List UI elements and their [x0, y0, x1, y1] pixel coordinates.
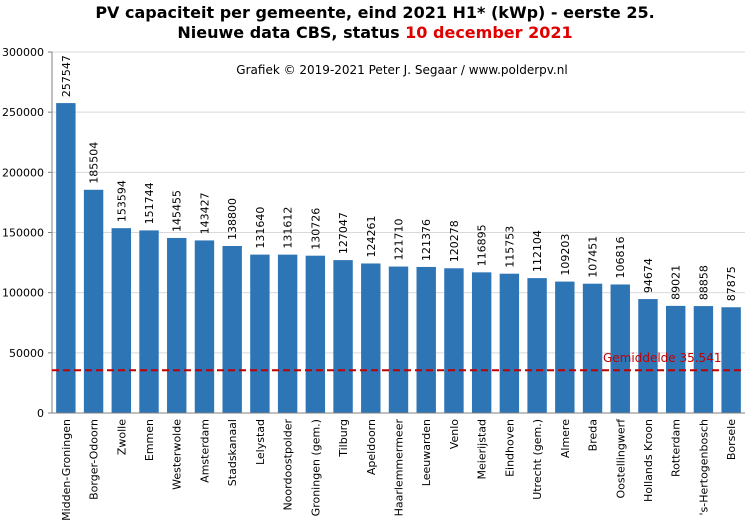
category-label: Emmen: [143, 419, 156, 461]
category-label: Westerwolde: [171, 419, 184, 490]
y-tick-label: 100000: [2, 287, 44, 300]
chart-title-line2: Nieuwe data CBS, status 10 december 2021: [0, 23, 750, 43]
bar: [665, 305, 686, 413]
average-label: Gemiddelde 35.541: [603, 351, 721, 365]
value-label: 151744: [143, 182, 156, 224]
bar: [416, 266, 436, 413]
value-label: 120278: [448, 220, 461, 262]
value-label: 109203: [559, 234, 572, 276]
credit-text: Grafiek © 2019-2021 Peter J. Segaar / ww…: [236, 63, 567, 77]
value-label: 127047: [337, 212, 350, 254]
chart-title-date: 10 december 2021: [405, 23, 573, 42]
bar: [582, 283, 603, 413]
category-label: Midden-Groningen: [60, 419, 73, 521]
value-label: 106816: [614, 236, 627, 278]
category-label: Apeldoorn: [365, 419, 378, 475]
category-label: Tilburg: [337, 419, 350, 458]
value-label: 130726: [309, 208, 322, 250]
bar: [305, 255, 326, 413]
category-label: Lelystad: [254, 419, 267, 465]
y-tick-label: 150000: [2, 227, 44, 240]
category-label: Eindhoven: [503, 419, 516, 477]
value-label: 138800: [226, 198, 239, 240]
value-label: 116895: [476, 224, 489, 266]
y-tick-labels: 0 50000 100000 150000 200000 250000 300000: [2, 46, 52, 420]
category-label: Groningen (gem.): [309, 419, 322, 516]
chart-title-prefix: Nieuwe data CBS, status: [177, 23, 406, 42]
category-label: Zwolle: [115, 419, 128, 455]
value-label: 112104: [531, 230, 544, 272]
y-tick-label: 50000: [9, 347, 44, 360]
value-label: 124261: [365, 215, 378, 257]
value-label: 107451: [587, 236, 600, 278]
bars: [56, 103, 741, 413]
value-label: 131640: [254, 207, 267, 249]
value-labels: 257547 185504 153594 151744 145455 143427 1388…: [60, 55, 738, 301]
category-label: Almere: [559, 419, 572, 458]
bar: [388, 266, 409, 413]
bar: [56, 103, 76, 413]
value-label: 121376: [420, 219, 433, 261]
bar: [250, 254, 270, 413]
bar: [721, 307, 741, 413]
bar: [194, 240, 215, 413]
bar: [277, 254, 298, 413]
category-label: Haarlemmermeer: [393, 419, 406, 517]
y-tick-label: 0: [37, 407, 44, 420]
bar: [638, 299, 658, 413]
category-label: Oostellingwerf: [614, 418, 627, 499]
category-label: Amsterdam: [198, 419, 211, 483]
y-tick-label: 200000: [2, 166, 44, 179]
category-label: Breda: [587, 419, 600, 451]
y-tick-label: 300000: [2, 46, 44, 59]
value-label: 87875: [725, 266, 738, 301]
bar: [222, 245, 242, 413]
chart-title: PV capaciteit per gemeente, eind 2021 H1…: [0, 3, 750, 43]
value-label: 88858: [697, 265, 710, 300]
value-label: 153594: [115, 180, 128, 222]
category-label: Hollands Kroon: [642, 419, 655, 502]
category-label: Rotterdam: [670, 419, 683, 477]
value-label: 121710: [393, 219, 406, 261]
bar: [527, 278, 547, 413]
bar: [499, 273, 520, 413]
value-label: 94674: [642, 258, 655, 293]
category-labels: Midden-Groningen Borger-Odoorn Zwolle Emmen…: [60, 418, 738, 521]
bar: [444, 268, 464, 413]
bar: [610, 284, 630, 413]
bar: [167, 237, 187, 413]
category-label: Stadskanaal: [226, 419, 239, 486]
y-tick-label: 250000: [2, 106, 44, 119]
category-label: Leeuwarden: [420, 419, 433, 486]
value-label: 145455: [171, 190, 184, 232]
category-label: Noordoostpolder: [282, 419, 295, 511]
value-label: 257547: [60, 55, 73, 97]
category-label: Meierijstad: [476, 419, 489, 479]
value-label: 143427: [198, 192, 211, 234]
bar: [693, 306, 714, 413]
value-label: 131612: [282, 207, 295, 249]
category-label: Utrecht (gem.): [531, 419, 544, 500]
bar: [111, 228, 132, 413]
chart-title-line1: PV capaciteit per gemeente, eind 2021 H1…: [95, 3, 655, 22]
category-label: Borsele: [725, 419, 738, 460]
bar: [555, 281, 575, 413]
value-label: 115753: [503, 226, 516, 268]
value-label: 185504: [88, 142, 101, 184]
bar: [83, 189, 104, 413]
bar: [361, 263, 381, 413]
category-label: Borger-Odoorn: [88, 419, 101, 500]
bar: [333, 260, 353, 413]
category-label: 's-Hertogenbosch: [697, 419, 710, 516]
bar: [139, 230, 159, 413]
bar: [471, 272, 492, 413]
value-label: 89021: [670, 265, 683, 300]
category-label: Venlo: [448, 419, 461, 449]
